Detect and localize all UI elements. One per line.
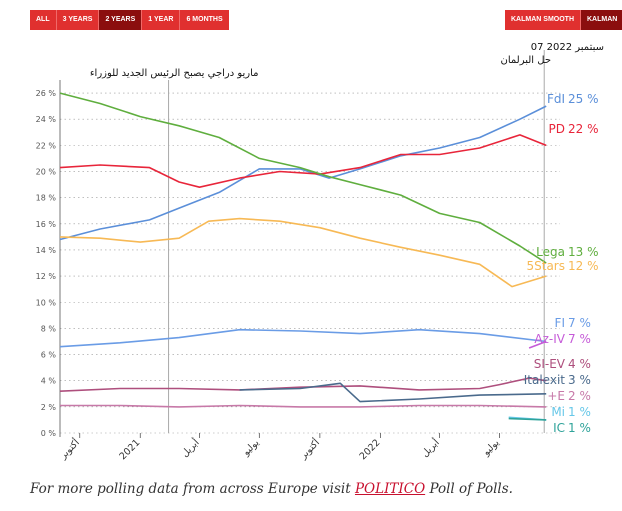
y-tick-label: 10 % [36,298,57,307]
y-tick-label: 22 % [36,141,57,150]
y-tick-label: 6 % [41,351,57,360]
series-line-siev [59,377,547,392]
series-name-5stars: 5Stars [527,259,566,273]
series-name-ic: IC [553,421,565,435]
range-button-3-years[interactable]: 3 YEARS [56,10,100,30]
series-name-fdi: FdI [547,92,565,106]
series-name-e: +E [547,389,565,403]
x-tick-label: 2021 [118,437,143,462]
dissolution-annotation: حل البرلمان [500,55,551,66]
x-tick-label: 2022 [358,437,383,462]
series-value-fi: 7 % [568,316,591,330]
series-name-fi: FI [555,316,565,330]
draghi-annotation: ماريو دراجي يصبح الرئيس الجديد للوزراء [90,68,259,79]
y-tick-label: 12 % [36,272,57,281]
x-tick-label: أكتوبر [296,436,322,462]
series-line-ic [508,417,547,421]
mode-button-kalman-smooth[interactable]: KALMAN SMOOTH [505,10,581,30]
series-line-pd [59,134,547,188]
series-name-mi: Mi [551,405,565,419]
series-value-italexit: 3 % [568,373,591,387]
range-button-2-years[interactable]: 2 YEARS [99,10,143,30]
y-tick-label: 16 % [36,220,57,229]
y-tick-label: 14 % [36,246,57,255]
x-tick-label: يوليو [480,437,502,459]
series-value-mi: 1 % [568,405,591,419]
series-line-aziv [528,340,547,349]
range-button-1-year[interactable]: 1 YEAR [142,10,181,30]
series-value-ic: 1 % [568,421,591,435]
series-line-italexit [239,382,547,403]
series-value-lega: 13 % [568,245,599,259]
time-range-selector: ALL 3 YEARS 2 YEARS 1 YEAR 6 MONTHS [30,10,229,30]
y-tick-label: 2 % [41,403,57,412]
x-tick-label: أبريل [418,436,442,460]
series-name-italexit: Italexit [524,373,566,387]
series-value-5stars: 12 % [568,259,599,273]
x-tick-label: يوليو [240,437,262,459]
y-tick-label: 24 % [36,115,57,124]
politico-link[interactable]: POLITICO [354,481,426,497]
y-tick-label: 20 % [36,168,57,177]
footer-suffix: Poll of Polls. [429,481,513,497]
series-value-fdi: 25 % [568,92,599,106]
mode-button-kalman[interactable]: KALMAN [581,10,622,30]
poll-chart: 0 % 2 % 4 % 6 % 8 % 10 % 12 % 14 % 16 % 18 % 20 % 2… [36,42,604,462]
series-value-siev: 4 % [568,357,591,371]
range-button-all[interactable]: ALL [30,10,57,30]
y-tick-label: 4 % [41,377,57,386]
footer-prefix: For more polling data from across Europe… [30,481,351,497]
series-line-lega [59,92,547,264]
range-button-6-months[interactable]: 6 MONTHS [180,10,229,30]
footer-text: For more polling data from across Europe… [30,481,513,497]
series-name-pd: PD [549,122,565,136]
series-line-fi [59,328,547,348]
series-line-e [60,404,547,408]
series-name-lega: Lega [536,245,565,259]
dissolution-date: 07 سبتمبر 2022 [531,42,604,53]
y-tick-label: 18 % [36,194,57,203]
series-line-5stars [59,217,547,288]
y-tick-label: 0 % [41,429,57,438]
series-name-siev: SI-EV [534,357,566,371]
smoothing-mode-selector: KALMAN SMOOTH KALMAN [505,10,622,30]
series-value-pd: 22 % [568,122,599,136]
x-tick-label: أكتوبر [56,436,82,462]
x-tick-label: أبريل [178,436,202,460]
y-tick-label: 8 % [41,324,57,333]
series-value-aziv: 7 % [568,332,591,346]
series-value-e: 2 % [568,389,591,403]
series-name-aziv: Az-IV [534,332,565,346]
y-tick-label: 26 % [36,89,57,98]
